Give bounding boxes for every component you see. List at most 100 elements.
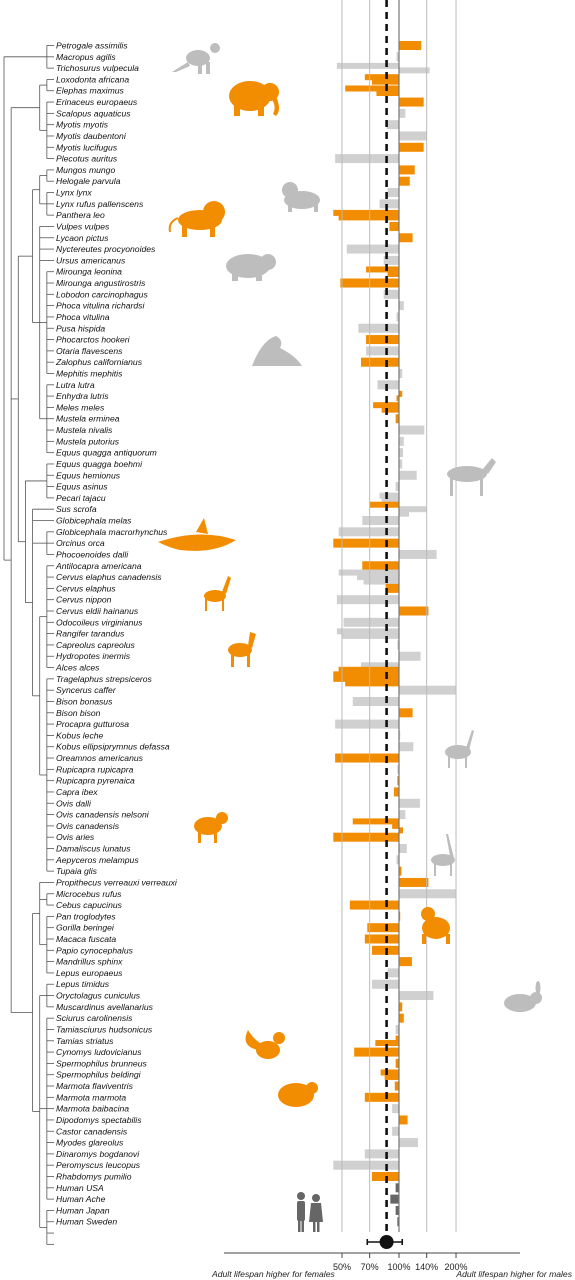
- bar-spermophilus-beldingi: [384, 1073, 399, 1080]
- bar-myodes-glareolus: [399, 1138, 419, 1148]
- bar-globicephala-macrorhynchus: [338, 527, 399, 537]
- species-label: Ovis aries: [56, 832, 95, 842]
- species-label: Globicephala macrorhynchus: [56, 527, 168, 537]
- bar-human-japan: [395, 1205, 399, 1215]
- species-label: Bison bonasus: [56, 696, 113, 706]
- species-label: Human Sweden: [56, 1217, 117, 1227]
- species-label: Lynx lynx: [56, 188, 92, 198]
- bar-mungos-mungo: [399, 165, 415, 175]
- species-label: Cynomys ludovicianus: [56, 1047, 142, 1057]
- species-label: Pecari tajacu: [56, 493, 106, 503]
- species-label: Helogale parvula: [56, 176, 121, 186]
- bar-trichosurus-vulpecula: [336, 62, 399, 69]
- species-label: Sus scrofa: [56, 504, 97, 514]
- bear-icon: [226, 254, 276, 281]
- bar-rupicapra-pyrenaica: [397, 776, 399, 786]
- bar-ursus-americanus: [383, 255, 399, 265]
- species-label: Peromyscus leucopus: [56, 1160, 141, 1170]
- marmot-icon: [278, 1082, 318, 1107]
- species-label: Phocoenoides dalli: [56, 549, 129, 559]
- bar-cervus-elaphus-canadensis: [356, 574, 399, 581]
- bar-human-sweden: [397, 1217, 399, 1227]
- bar-cervus-nippon: [336, 595, 399, 605]
- bar-hydropotes-inermis: [399, 651, 421, 661]
- species-label: Plecotus auritus: [56, 154, 118, 164]
- species-label: Alces alces: [55, 663, 100, 673]
- species-label: Lepus timidus: [56, 979, 110, 989]
- chimpanzee-icon: [421, 907, 450, 944]
- bar-capreolus-capreolus: [397, 640, 399, 650]
- species-label: Capreolus capreolus: [56, 640, 136, 650]
- tick-label-200: 200%: [444, 1262, 467, 1272]
- species-label: Cervus eldii hainanus: [56, 606, 139, 616]
- bar-tamias-striatus: [395, 1035, 399, 1042]
- species-label: Syncerus caffer: [56, 685, 117, 695]
- bar-ovis-canadensis: [399, 827, 404, 834]
- bar-cervus-elaphus: [385, 583, 399, 593]
- kangaroo-icon: [172, 43, 220, 74]
- bar-meles-meles: [381, 406, 399, 413]
- bar-panthera-leo: [338, 214, 399, 221]
- species-label: Globicephala melas: [56, 516, 132, 526]
- species-label: Bison bison: [56, 708, 101, 718]
- bar-spermophilus-brunneus: [395, 1058, 399, 1068]
- species-label: Lepus europaeus: [56, 968, 123, 978]
- species-label: Human Japan: [56, 1205, 110, 1215]
- bar-procapra-gutturosa: [335, 719, 399, 729]
- bar-vulpes-vulpes: [389, 221, 399, 231]
- bar-myotis-daubentoni: [399, 131, 427, 141]
- bar-zalophus-californianus: [360, 357, 399, 367]
- species-label: Equus asinus: [56, 482, 108, 492]
- species-label: Myodes glareolus: [56, 1138, 124, 1148]
- species-label: Odocoileus virginianus: [56, 617, 143, 627]
- bar-tragelaphus-strepsiceros: [333, 675, 399, 682]
- species-label: Myotis myotis: [56, 120, 109, 130]
- bar-marmota-marmota: [364, 1092, 399, 1102]
- bar-propithecus-verreauxi-verreauxi: [399, 877, 429, 887]
- bar-tupaia-glis: [399, 866, 402, 876]
- bar-mustela-nivalis: [399, 425, 425, 435]
- bar-spermophilus-beldingi: [380, 1069, 399, 1076]
- species-label: Tragelaphus strepsiceros: [56, 674, 153, 684]
- bar-myotis-myotis: [386, 120, 399, 130]
- species-label: Cervus elaphus: [56, 583, 116, 593]
- species-label: Phocarctos hookeri: [56, 335, 131, 345]
- bar-erinaceus-europaeus: [399, 97, 424, 107]
- bar-phocarctos-hookeri: [366, 335, 399, 345]
- species-label: Macaca fuscata: [56, 934, 116, 944]
- species-label: Vulpes vulpes: [56, 221, 110, 231]
- x-axis: Adult lifespan higher for females Adult …: [211, 1235, 573, 1279]
- bar-pecari-tajacu: [379, 492, 399, 499]
- tick-label-50: 50%: [333, 1262, 351, 1272]
- species-label: Phoca vitulina: [56, 312, 110, 322]
- bar-sus-scrofa: [399, 506, 427, 513]
- bar-cebus-capucinus: [349, 900, 399, 910]
- bar-lycaon-pictus: [399, 233, 413, 243]
- bar-human-usa: [395, 1183, 399, 1193]
- species-label: Marmota marmota: [56, 1092, 126, 1102]
- species-label: Ovis canadensis: [56, 821, 120, 831]
- species-label: Aepyceros melampus: [55, 855, 139, 865]
- species-label: Elephas maximus: [56, 86, 125, 96]
- bar-cynomys-ludovicianus: [354, 1047, 399, 1057]
- bar-alces-alces: [360, 662, 399, 669]
- species-label: Marmota baibacina: [56, 1104, 129, 1114]
- species-label: Petrogale assimilis: [56, 41, 128, 51]
- tick-label-100: 100%: [387, 1262, 410, 1272]
- species-label: Rangifer tarandus: [56, 629, 125, 639]
- bar-marmota-baibacina: [392, 1104, 399, 1114]
- bar-sus-scrofa: [399, 510, 410, 517]
- species-label: Procapra gutturosa: [56, 719, 129, 729]
- bar-antilocapra-americana: [362, 561, 399, 571]
- bar-mirounga-leonina: [387, 270, 399, 277]
- orca-icon: [158, 518, 236, 551]
- species-label: Mustela nivalis: [56, 425, 113, 435]
- species-label: Dinaromys bogdanovi: [56, 1149, 140, 1159]
- species-label: Muscardinus avellanarius: [56, 1002, 154, 1012]
- species-label: Equus quagga antiquorum: [56, 448, 157, 458]
- species-label: Castor canadensis: [56, 1126, 128, 1136]
- bar-gorilla-beringei: [367, 923, 399, 933]
- species-label: Capra ibex: [56, 787, 98, 797]
- bar-meles-meles: [373, 402, 399, 409]
- bar-sus-scrofa: [369, 501, 399, 508]
